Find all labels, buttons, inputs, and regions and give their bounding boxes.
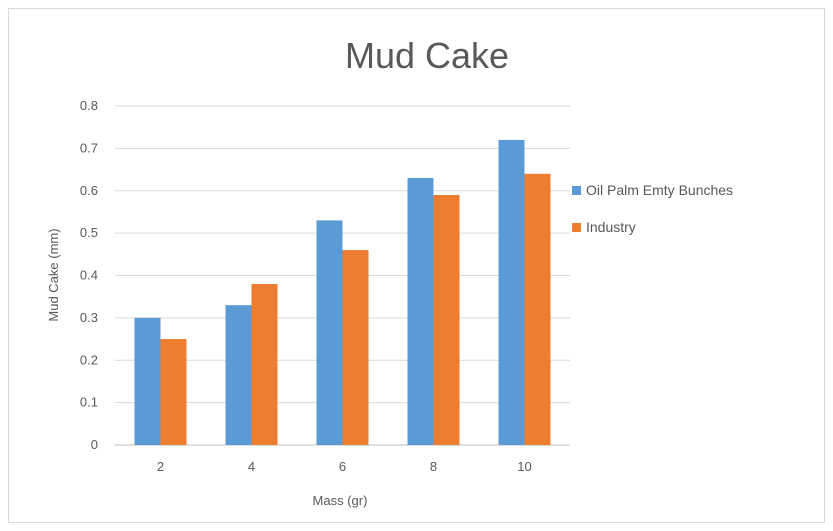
bar — [524, 173, 551, 446]
x-axis-ticks: 2 4 6 8 10 — [157, 459, 532, 474]
bar — [433, 194, 460, 445]
bar — [225, 305, 252, 445]
y-tick-label: 0.2 — [80, 352, 98, 367]
bar — [316, 220, 343, 445]
y-tick-label: 0.6 — [80, 183, 98, 198]
legend-label: Oil Palm Emty Bunches — [586, 182, 733, 198]
y-tick-label: 0.7 — [80, 140, 98, 155]
x-tick-label: 6 — [339, 459, 346, 474]
bar — [251, 283, 278, 445]
x-tick-label: 2 — [157, 459, 164, 474]
y-axis-ticks: 0 0.1 0.2 0.3 0.4 0.5 0.6 0.7 0.8 — [80, 98, 98, 452]
x-tick-label: 8 — [430, 459, 437, 474]
bar — [498, 139, 525, 445]
legend-swatch — [572, 223, 581, 232]
chart-title: Mud Cake — [345, 35, 509, 76]
legend-swatch — [572, 186, 581, 195]
bars — [134, 139, 551, 446]
y-tick-label: 0.1 — [80, 395, 98, 410]
y-tick-label: 0 — [91, 437, 98, 452]
bar — [160, 339, 187, 445]
y-tick-label: 0.5 — [80, 225, 98, 240]
bar — [134, 317, 161, 445]
x-axis-label: Mass (gr) — [313, 493, 368, 508]
bar — [342, 250, 369, 445]
y-axis-label: Mud Cake (mm) — [46, 228, 61, 321]
legend-label: Industry — [586, 219, 636, 235]
y-tick-label: 0.4 — [80, 268, 98, 283]
y-tick-label: 0.3 — [80, 310, 98, 325]
legend: Oil Palm Emty Bunches Industry — [572, 182, 733, 235]
y-tick-label: 0.8 — [80, 98, 98, 113]
x-tick-label: 10 — [517, 459, 531, 474]
bar — [407, 178, 434, 445]
x-tick-label: 4 — [248, 459, 255, 474]
